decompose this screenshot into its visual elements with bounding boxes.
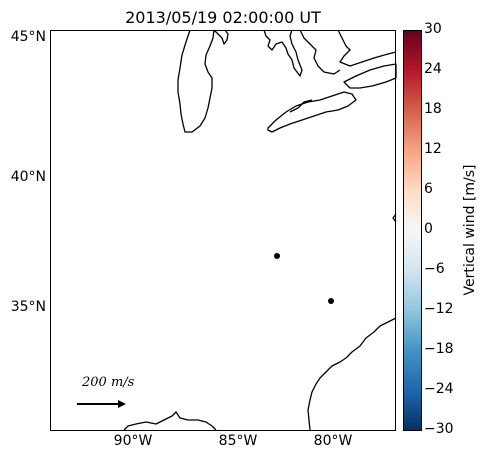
lat-label-45: 45°N (10, 29, 46, 45)
map-frame (50, 30, 396, 431)
colorbar-tick-6: 6 (424, 181, 433, 197)
colorbar-tick-m24: −24 (424, 381, 454, 397)
colorbar-tick-24: 24 (424, 61, 442, 77)
georgian-bay (299, 29, 341, 75)
colorbar-tick-m18: −18 (424, 341, 454, 357)
coastlines (123, 29, 397, 431)
north-shore (337, 29, 397, 67)
lake-erie-outline (267, 91, 357, 133)
scale-arrow (77, 400, 126, 408)
colorbar-label: Vertical wind [m/s] (462, 164, 478, 296)
colorbar-tick-0: 0 (424, 221, 433, 237)
colorbar-tick-m12: −12 (424, 301, 454, 317)
lat-label-40: 40°N (10, 169, 46, 185)
map-title: 2013/05/19 02:00:00 UT (125, 8, 321, 27)
lake-erie-detail (289, 99, 313, 113)
colorbar-tick-30: 30 (424, 21, 442, 37)
scale-arrow-label: 200 m/s (82, 375, 135, 390)
station-marker[interactable] (274, 253, 280, 259)
lat-label-35: 35°N (10, 299, 46, 315)
colorbar-tick-m6: −6 (424, 261, 445, 277)
lake-ontario-outline (343, 63, 397, 89)
atlantic-inlet (392, 213, 397, 223)
station-marker[interactable] (328, 298, 334, 304)
lon-label-90w: 90°W (113, 433, 153, 449)
lon-label-85w: 85°W (218, 433, 258, 449)
lake-michigan-outline (177, 29, 215, 133)
colorbar-tick-18: 18 (424, 101, 442, 117)
atlantic-coast (307, 317, 397, 431)
gulf-coast (123, 411, 217, 431)
colorbar-tick-m30: −30 (424, 421, 454, 437)
colorbar-tick-12: 12 (424, 141, 442, 157)
michigan-lower-peninsula (263, 29, 303, 77)
lake-superior-shore (213, 29, 229, 45)
lon-label-80w: 80°W (313, 433, 353, 449)
